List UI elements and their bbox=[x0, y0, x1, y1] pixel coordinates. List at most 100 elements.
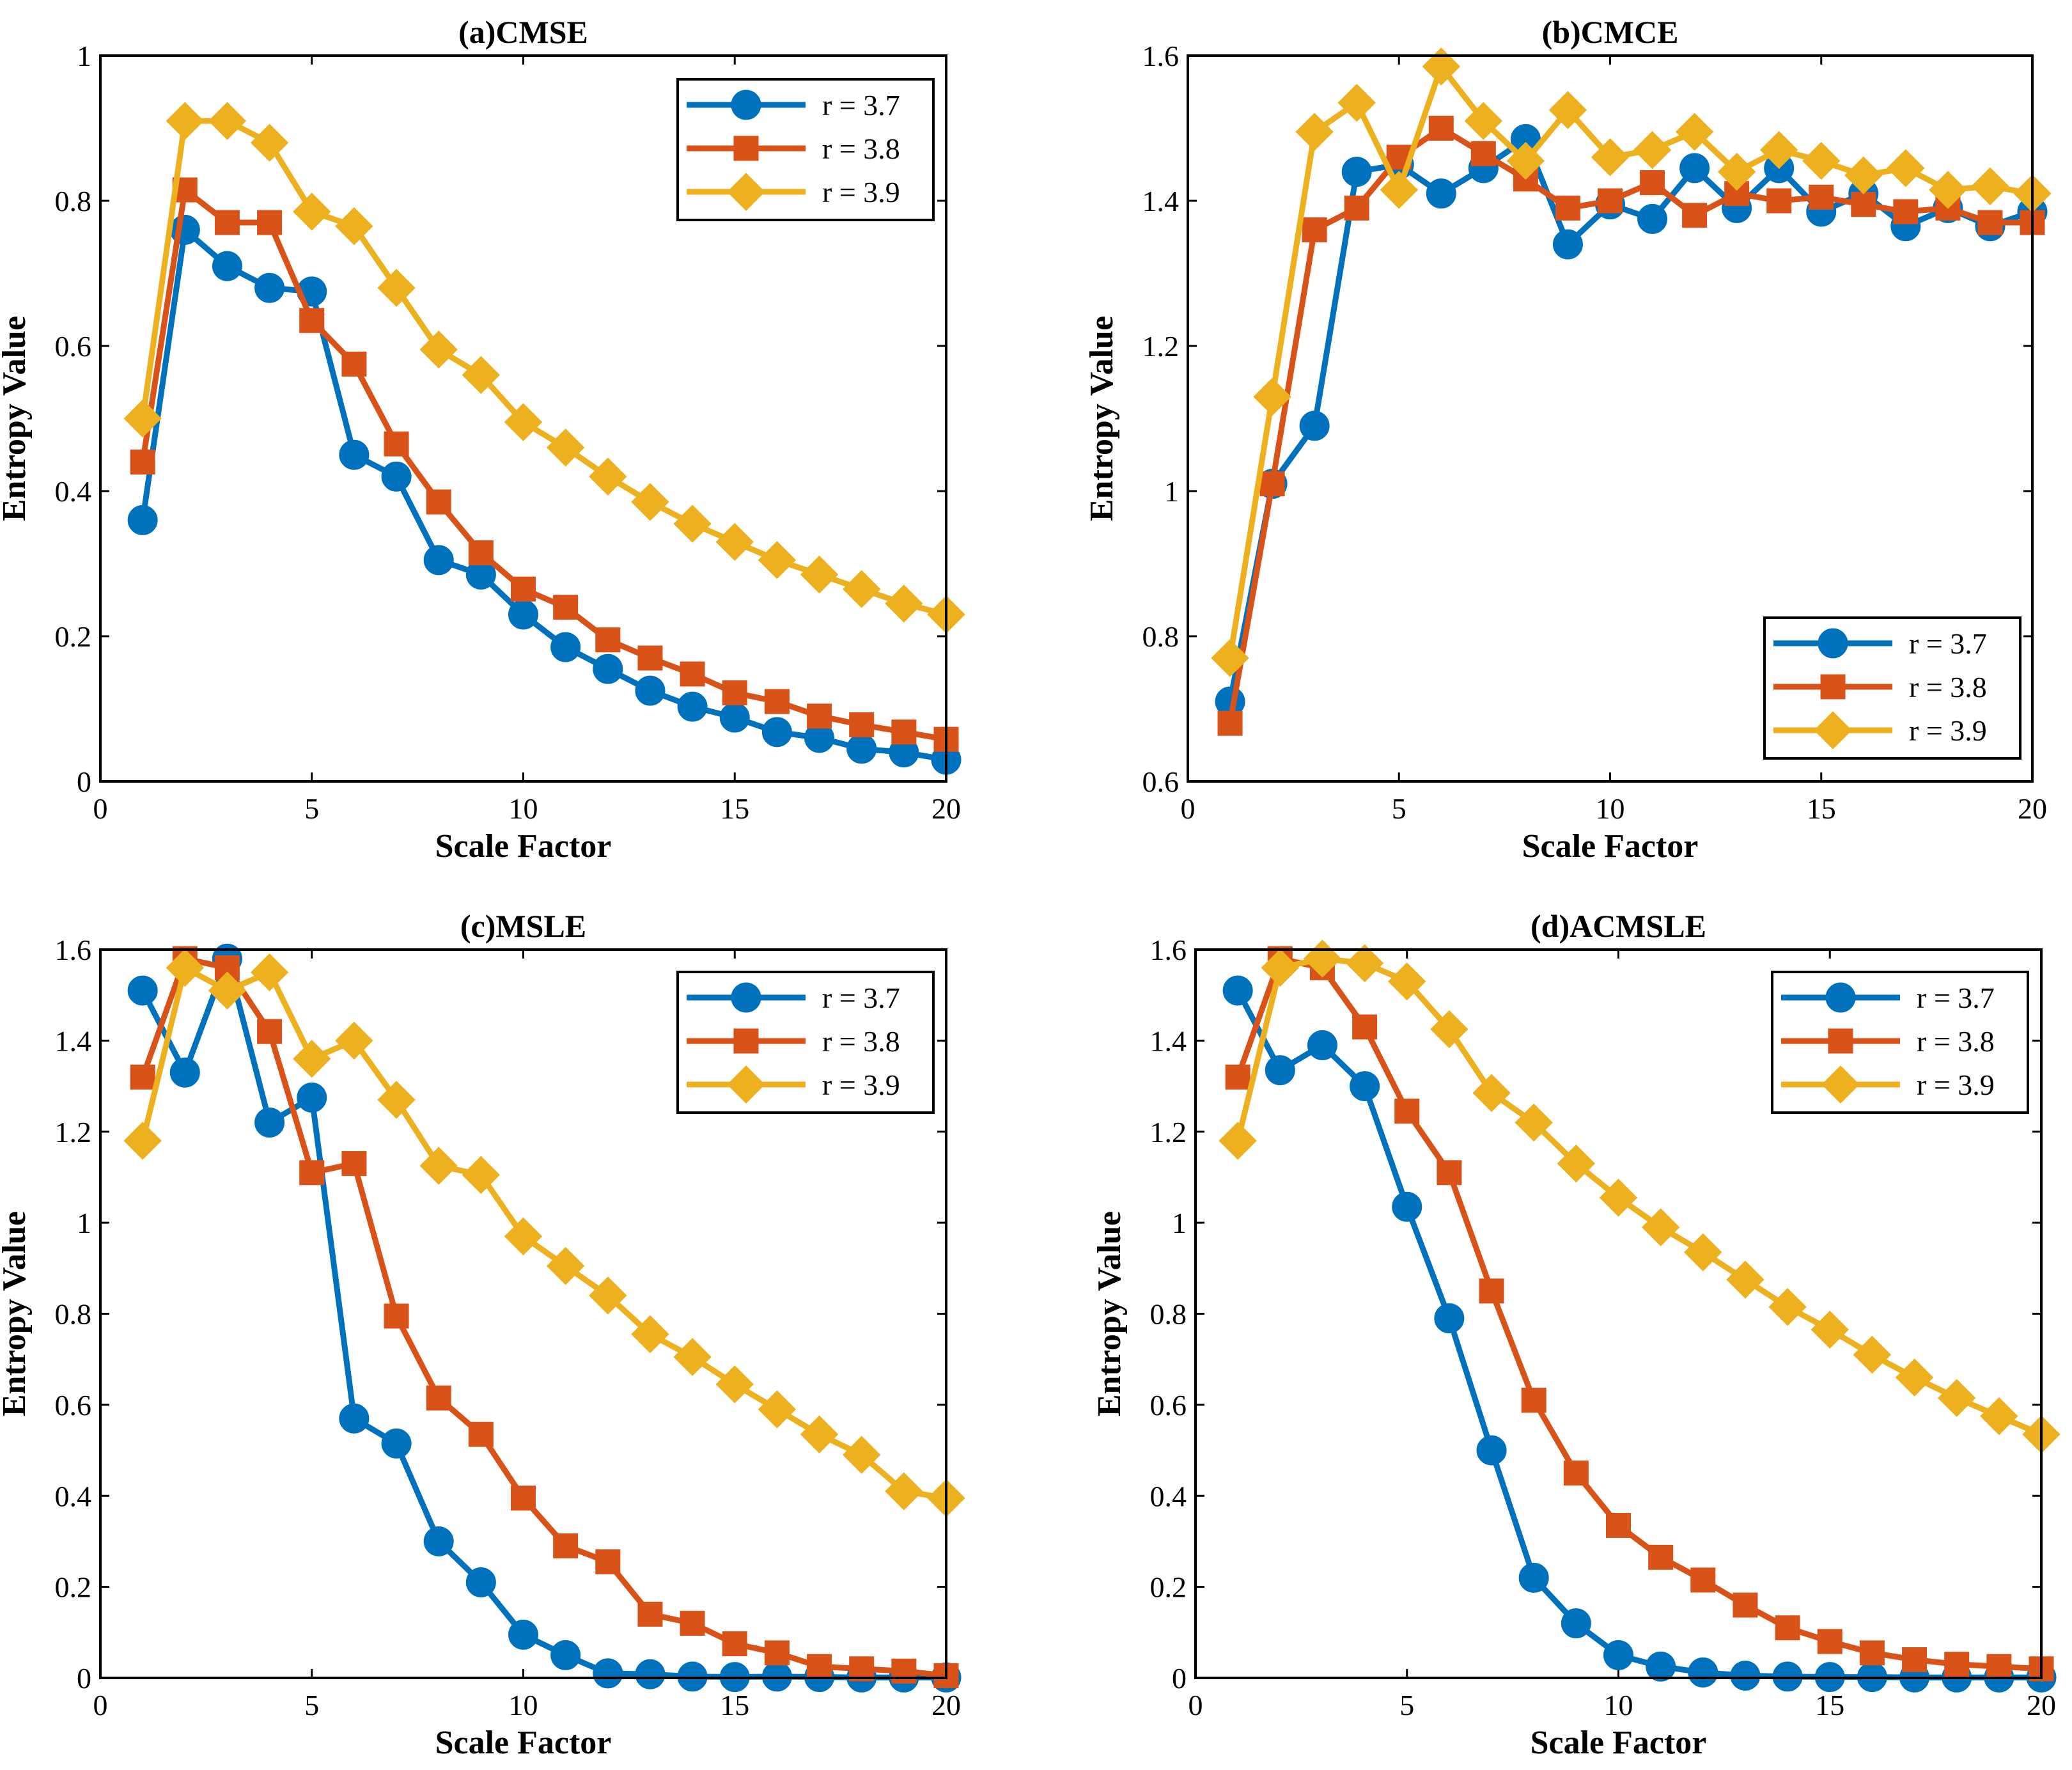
data-point bbox=[1506, 141, 1545, 180]
data-point bbox=[208, 102, 247, 140]
y-tick-label: 0.8 bbox=[1150, 1298, 1187, 1331]
data-point bbox=[715, 522, 754, 561]
data-point bbox=[719, 702, 750, 733]
data-point bbox=[423, 545, 454, 576]
y-tick-label: 1.4 bbox=[1142, 185, 1180, 217]
chart-panel-3: (c)MSLE 0 5 10 15 20 0 0.2 0.4 0.6 0.8 1 1.2 1.4 1.6 Sc… bbox=[0, 908, 965, 1761]
data-point bbox=[1265, 1055, 1295, 1086]
data-point bbox=[1253, 377, 1291, 416]
x-tick-label: 15 bbox=[720, 1689, 749, 1721]
data-point bbox=[673, 505, 712, 543]
data-point bbox=[1561, 1608, 1591, 1639]
x-tick-label: 15 bbox=[1807, 792, 1836, 825]
data-point bbox=[1606, 1513, 1631, 1539]
data-point bbox=[635, 675, 666, 706]
y-tick-label: 0.6 bbox=[55, 1389, 92, 1421]
data-point bbox=[673, 1338, 712, 1376]
data-point bbox=[1479, 1278, 1504, 1304]
y-tick-label: 1 bbox=[77, 40, 91, 72]
legend: r = 3.7 r = 3.8 r = 3.9 bbox=[676, 971, 935, 1114]
series-line bbox=[139, 187, 947, 742]
data-point bbox=[1809, 184, 1834, 210]
x-tick-label: 0 bbox=[1188, 1689, 1203, 1721]
x-axis-label: Scale Factor bbox=[1531, 1725, 1707, 1761]
data-point bbox=[257, 210, 283, 235]
data-point bbox=[1515, 1103, 1553, 1142]
legend-marker bbox=[733, 1028, 759, 1054]
y-tick-label: 0.6 bbox=[1150, 1389, 1187, 1421]
y-tick-label: 1 bbox=[1172, 1207, 1187, 1239]
data-point bbox=[166, 102, 205, 140]
y-tick-label: 1.4 bbox=[1150, 1024, 1187, 1057]
data-point bbox=[504, 1217, 543, 1256]
data-point bbox=[339, 439, 370, 470]
data-point bbox=[807, 1654, 832, 1679]
data-point bbox=[508, 599, 538, 630]
y-tick-label: 0 bbox=[77, 1662, 91, 1695]
data-point bbox=[807, 703, 832, 729]
legend-marker bbox=[731, 90, 761, 120]
data-point bbox=[511, 576, 536, 602]
data-point bbox=[426, 1385, 451, 1411]
legend-label: r = 3.9 bbox=[1909, 714, 1987, 747]
data-point bbox=[1802, 141, 1841, 180]
data-point bbox=[631, 1315, 669, 1354]
legend: r = 3.7 r = 3.8 r = 3.9 bbox=[1771, 971, 2029, 1114]
x-tick-label: 20 bbox=[931, 792, 961, 825]
data-point bbox=[1637, 203, 1668, 234]
data-point bbox=[1937, 1379, 1976, 1417]
data-point bbox=[214, 210, 240, 235]
data-point bbox=[1350, 1071, 1380, 1102]
data-point bbox=[1895, 1358, 1934, 1397]
data-point bbox=[1971, 167, 2009, 206]
plot-frame bbox=[1194, 948, 2043, 1679]
data-point bbox=[546, 428, 585, 467]
data-point bbox=[1853, 1335, 1892, 1374]
data-point bbox=[1219, 1122, 1257, 1160]
data-point bbox=[550, 632, 581, 662]
data-point bbox=[758, 541, 797, 579]
data-point bbox=[1640, 170, 1665, 196]
data-point bbox=[1422, 47, 1461, 86]
x-tick-label: 10 bbox=[1604, 1689, 1633, 1721]
y-tick-label: 0.2 bbox=[1150, 1571, 1187, 1604]
x-tick-label: 5 bbox=[1399, 1689, 1414, 1721]
data-point bbox=[595, 627, 621, 653]
data-point bbox=[384, 431, 409, 457]
legend: r = 3.7 r = 3.8 r = 3.9 bbox=[1763, 616, 2021, 760]
x-tick-label: 5 bbox=[1392, 792, 1406, 825]
data-point bbox=[637, 645, 663, 671]
data-point bbox=[553, 1533, 579, 1559]
y-tick-label: 1.6 bbox=[55, 934, 92, 966]
data-point bbox=[511, 1485, 536, 1511]
x-axis-label: Scale Factor bbox=[435, 1725, 612, 1761]
y-tick-label: 0 bbox=[1172, 1662, 1187, 1695]
data-point bbox=[1392, 1191, 1422, 1222]
data-point bbox=[1766, 188, 1792, 214]
y-axis-label: Entropy Value bbox=[1084, 316, 1120, 521]
data-point bbox=[381, 461, 412, 492]
data-point bbox=[1929, 171, 1967, 209]
data-point bbox=[800, 555, 839, 594]
data-point bbox=[1261, 948, 1300, 987]
legend-label: r = 3.9 bbox=[822, 176, 900, 208]
data-point bbox=[722, 680, 747, 706]
data-point bbox=[885, 584, 923, 623]
data-point bbox=[1598, 188, 1623, 214]
data-point bbox=[335, 207, 373, 246]
data-point bbox=[212, 251, 242, 281]
data-point bbox=[1851, 192, 1876, 217]
x-tick-label: 20 bbox=[931, 1689, 961, 1721]
data-point bbox=[1352, 1014, 1378, 1040]
data-point bbox=[1521, 1388, 1546, 1413]
data-point bbox=[1772, 1661, 1803, 1692]
data-point bbox=[123, 399, 162, 438]
data-point bbox=[339, 1403, 370, 1434]
data-point bbox=[1211, 639, 1249, 677]
legend-marker bbox=[1818, 628, 1848, 659]
y-tick-label: 0.2 bbox=[55, 620, 92, 653]
data-point bbox=[504, 403, 543, 441]
data-point bbox=[1817, 1629, 1842, 1654]
legend-marker bbox=[733, 136, 759, 161]
y-tick-label: 1.2 bbox=[1142, 330, 1180, 363]
